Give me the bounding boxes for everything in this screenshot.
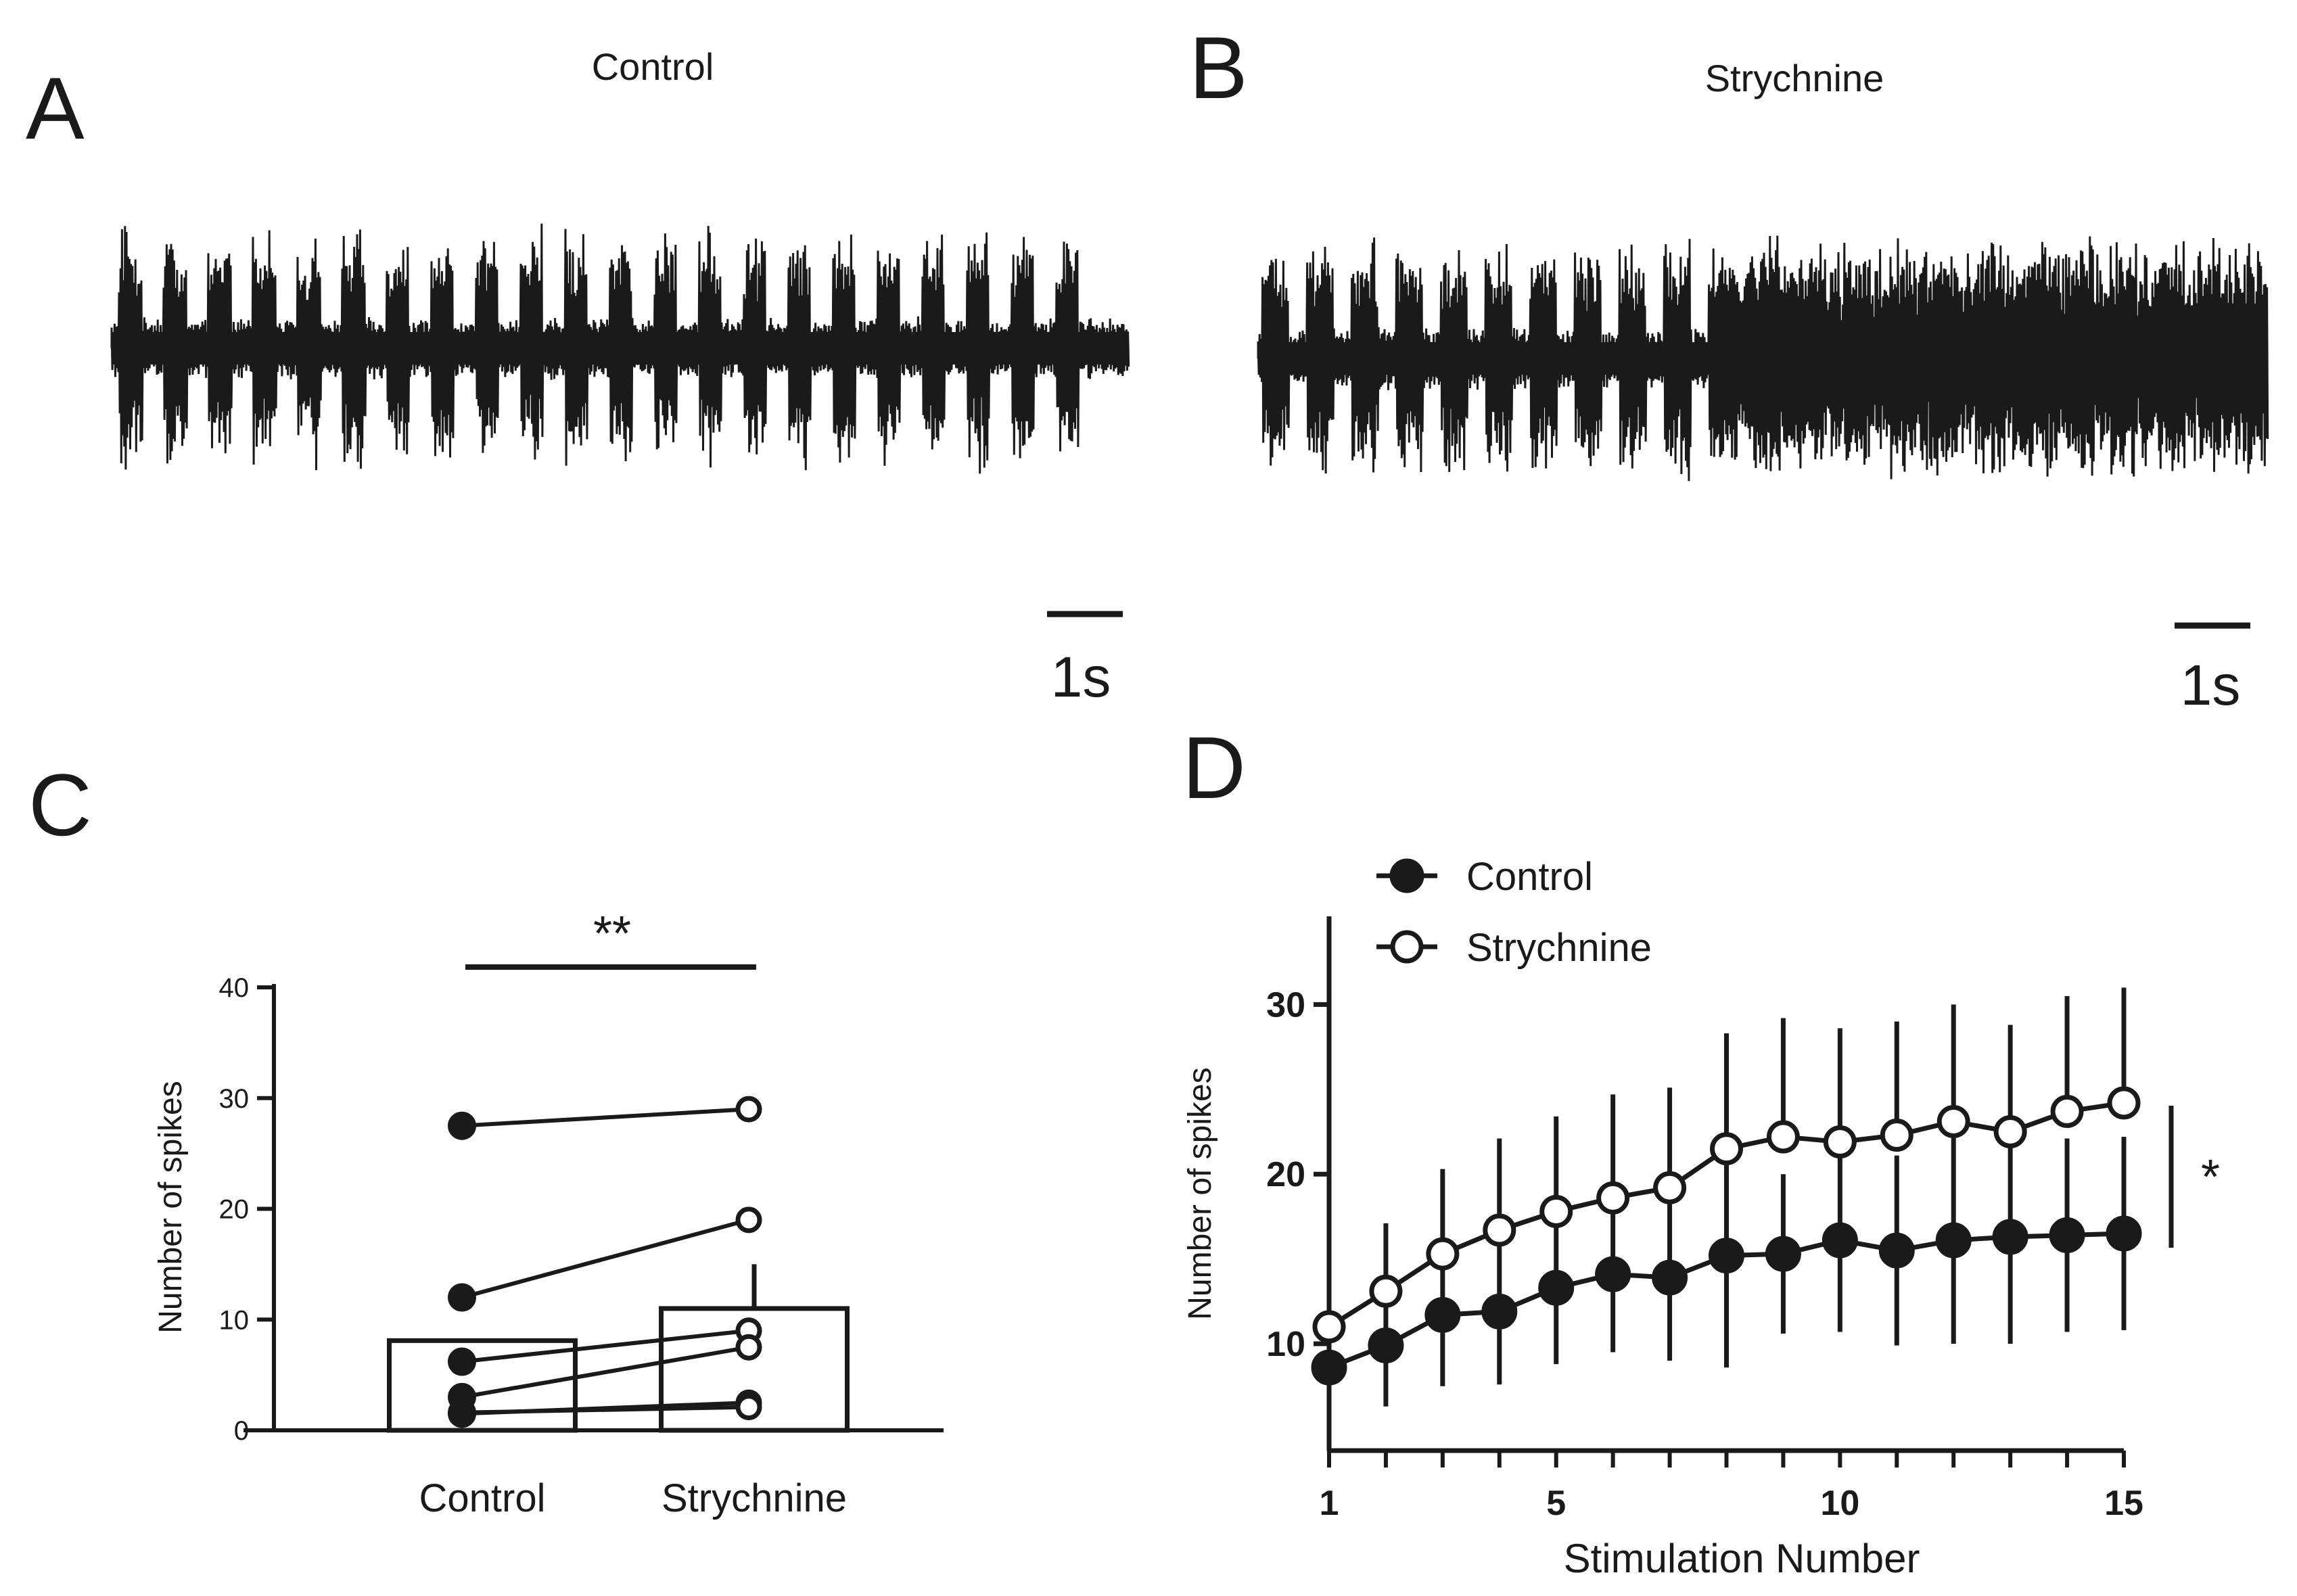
- panel-d-significance-label: *: [2201, 1150, 2220, 1204]
- panel-c-strychnine-point: [735, 1394, 762, 1421]
- panel-c-control-point: [448, 1347, 476, 1376]
- panel-c-y-tick-label: 20: [219, 1195, 250, 1225]
- panel-d-y-axis-title: Number of spikes: [1182, 1067, 1218, 1319]
- panel-d-control-point: [1935, 1222, 1972, 1259]
- panel-c-y-tick-label: 10: [219, 1305, 250, 1335]
- panel-c-bar: [387, 1338, 578, 1433]
- panel-b-title: Strychnine: [1705, 57, 1884, 99]
- trace-baseline: [1258, 342, 2267, 375]
- legend-strychnine-marker: [1390, 930, 1424, 964]
- panel-c-pair-line: [461, 1328, 749, 1364]
- panel-c-category-label: Control: [419, 1476, 546, 1520]
- panel-b-scale-label: 1s: [2181, 653, 2241, 717]
- panel-c-strychnine-point: [735, 1206, 762, 1234]
- panel-d-strychnine-point: [1936, 1104, 1970, 1138]
- panel-c-pair-line: [461, 1405, 749, 1415]
- panel-d-x-tick-label: 10: [1820, 1484, 1859, 1523]
- panel-d-x-tick-label: 15: [2104, 1484, 2143, 1523]
- panel-c-significance-label: **: [593, 907, 631, 961]
- panel-d-x-tick-label: 1: [1320, 1484, 1339, 1523]
- panel-c-control-point: [448, 1111, 476, 1140]
- panel-d-strychnine-point: [1710, 1132, 1743, 1166]
- panel-d-control-point: [1424, 1296, 1461, 1333]
- panel-d-strychnine-point: [2107, 1086, 2141, 1120]
- panel-c-chart: 0 10 20 30 40 Number of spikes Control Stryc…: [153, 907, 944, 1520]
- panel-d-control-point: [1311, 1349, 1347, 1386]
- panel-d-control-point: [1652, 1259, 1688, 1296]
- panel-d-strychnine-point: [1539, 1194, 1573, 1228]
- panel-d-legend: Control Strychnine: [1376, 855, 1652, 970]
- strychnine-trace: [1257, 235, 2269, 482]
- panel-c-y-tick-label: 0: [234, 1416, 249, 1446]
- panel-c-pair-line: [461, 1217, 749, 1300]
- panel-c-category-label: Strychnine: [662, 1476, 847, 1520]
- panel-d-y-tick-label: 20: [1266, 1155, 1305, 1194]
- panel-d-y-tick-label: 30: [1266, 985, 1305, 1025]
- panel-d-strychnine-point: [1596, 1181, 1630, 1215]
- panel-a-scale-label: 1s: [1051, 645, 1111, 709]
- panel-d-control-point: [2106, 1215, 2142, 1252]
- panel-d-strychnine-point: [1369, 1274, 1403, 1308]
- trace-baseline: [112, 332, 1128, 365]
- panel-d-control-point: [1992, 1219, 2028, 1255]
- panel-d-control-point: [1595, 1256, 1631, 1292]
- panel-d-x-tick-label: 5: [1546, 1484, 1566, 1523]
- panel-c-pair-line: [461, 1345, 749, 1399]
- panel-d-control-point: [1538, 1269, 1575, 1306]
- panel-d-control-point: [1765, 1236, 1801, 1272]
- panel-b-letter: B: [1189, 18, 1248, 117]
- panel-d-x-axis-title: Stimulation Number: [1564, 1536, 1920, 1581]
- panel-d-strychnine-point: [1653, 1171, 1687, 1204]
- panel-c-strychnine-point: [735, 1334, 762, 1361]
- panel-d-y-tick-label: 10: [1266, 1325, 1305, 1364]
- panel-d-control-point: [1822, 1222, 1858, 1259]
- panel-d-control-point: [1481, 1293, 1518, 1330]
- legend-control-label: Control: [1466, 855, 1593, 899]
- panel-d-strychnine-point: [1766, 1120, 1800, 1154]
- legend-control-marker: [1389, 858, 1424, 893]
- panel-c-y-tick-label: 40: [219, 973, 250, 1003]
- panel-c-y-axis-title: Number of spikes: [153, 1081, 189, 1333]
- legend-strychnine-label: Strychnine: [1466, 926, 1652, 970]
- panel-d-strychnine-point: [1823, 1125, 1857, 1159]
- panel-d-strychnine-point: [1880, 1119, 1913, 1152]
- panel-d-control-point: [1709, 1238, 1744, 1274]
- panel-c-control-point: [448, 1283, 476, 1312]
- panel-a-title: Control: [592, 45, 714, 88]
- panel-d-strychnine-point: [1483, 1213, 1516, 1247]
- panel-c-letter: C: [28, 755, 92, 854]
- panel-c-y-tick-label: 30: [219, 1084, 250, 1114]
- panel-d-control-point: [1878, 1232, 1915, 1269]
- panel-d-strychnine-point: [1993, 1115, 2027, 1149]
- panel-d-letter: D: [1182, 718, 1246, 817]
- panel-c-pair-line: [461, 1107, 749, 1128]
- control-trace: [110, 223, 1130, 474]
- panel-d-strychnine-point: [2050, 1094, 2084, 1128]
- panel-d-strychnine-point: [1312, 1310, 1346, 1344]
- trace-path: [110, 223, 1130, 474]
- panel-d-control-point: [1368, 1328, 1404, 1364]
- panel-d-control-point: [2049, 1217, 2085, 1253]
- panel-a-letter: A: [26, 59, 85, 158]
- panel-c-strychnine-point: [735, 1096, 762, 1123]
- panel-c-control-point: [448, 1398, 476, 1427]
- panel-d-strychnine-point: [1426, 1237, 1460, 1271]
